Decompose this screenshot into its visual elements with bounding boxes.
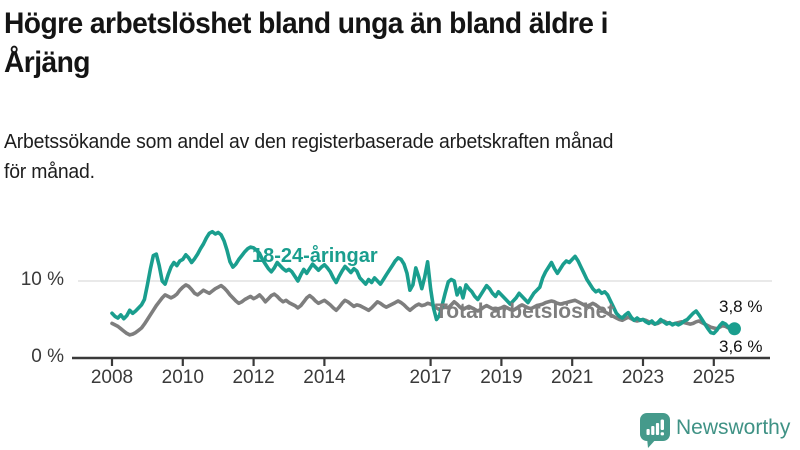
chart-subtitle-line1: Arbetssökande som andel av den registerb… [4,131,614,153]
y-axis-tick-label: 10 % [20,269,64,290]
end-value-label-total: 3,6 % [719,337,763,356]
end-value-label-youth: 3,8 % [719,297,763,316]
chart-title: Högre arbetslöshet bland unga än bland ä… [4,4,775,82]
x-axis-tick-label: 2010 [161,367,204,388]
newsworthy-logo-icon [640,413,670,448]
x-axis-tick-label: 2008 [90,367,134,388]
series-label-total: Total arbetslöshet [435,300,615,323]
x-axis-tick-label: 2017 [409,367,452,388]
x-axis-tick-label: 2014 [303,367,346,388]
x-axis-tick-label: 2019 [480,367,523,388]
chart-title-line2: Årjäng [4,46,91,79]
x-axis-tick-label: 2012 [232,367,275,388]
series-label-youth: 18-24-åringar [252,245,378,267]
chart-subtitle: Arbetssökande som andel av den registerb… [4,127,790,187]
chart-subtitle-line2: för månad. [4,161,95,183]
x-axis-tick-label: 2021 [551,367,594,388]
x-axis-tick-label: 2023 [621,367,665,388]
x-axis-tick-label: 2025 [692,367,735,388]
newsworthy-brand-text: Newsworthy [676,416,791,439]
y-axis-tick-label: 0 % [31,346,64,367]
chart-title-line1: Högre arbetslöshet bland unga än bland ä… [4,7,609,40]
